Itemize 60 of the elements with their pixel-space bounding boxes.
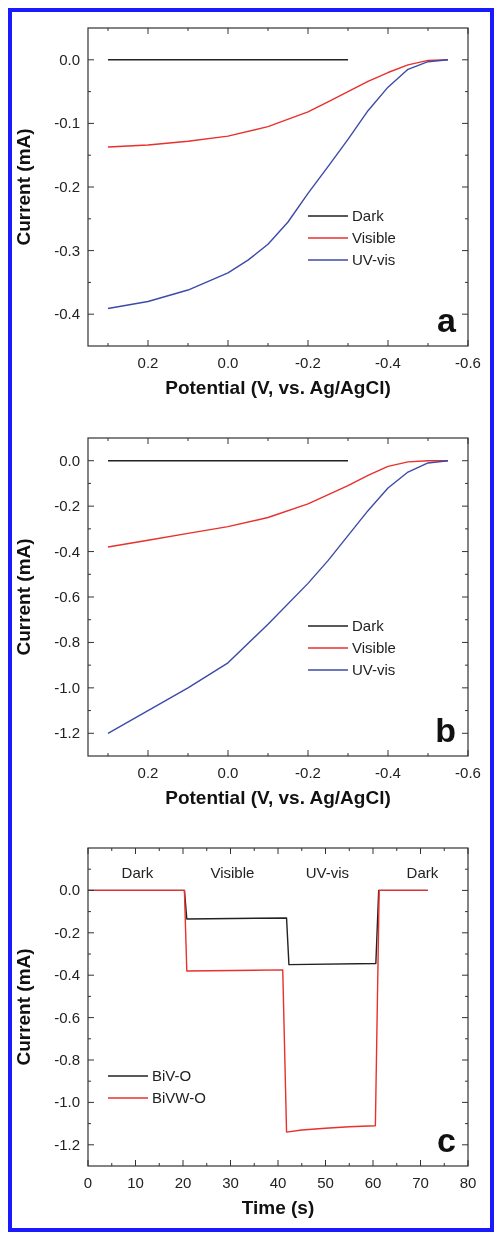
y-tick-label: -1.2 <box>54 1135 80 1153</box>
y-tick-label: -0.2 <box>54 178 80 195</box>
y-tick-label: 0.0 <box>59 50 80 68</box>
y-tick-label: -0.4 <box>54 305 80 323</box>
y-tick-label: 0.0 <box>59 451 80 469</box>
y-axis-title: Current (mA) <box>13 948 34 1066</box>
legend-label: BiVW-O <box>152 1089 206 1106</box>
y-tick-label: -1.2 <box>54 724 80 742</box>
y-tick-label: -1.0 <box>54 678 80 696</box>
x-tick-label: 0.2 <box>137 764 159 781</box>
y-tick-label: -0.2 <box>54 923 80 941</box>
annotation: Visible <box>210 864 255 881</box>
y-tick-label: -0.6 <box>54 1008 80 1026</box>
y-tick-label: -0.1 <box>54 114 80 132</box>
y-tick-label: -0.4 <box>54 542 80 560</box>
x-tick-label: -0.2 <box>295 764 321 781</box>
x-tick-label: 80 <box>459 1174 477 1191</box>
x-tick-label: 50 <box>317 1174 334 1191</box>
x-tick-label: 0.0 <box>217 354 239 371</box>
legend-label: Dark <box>352 617 385 634</box>
y-axis-title: Current (mA) <box>13 538 34 656</box>
x-tick-label: 20 <box>174 1174 192 1191</box>
y-tick-label: -0.8 <box>54 1051 80 1068</box>
x-tick-label: 60 <box>364 1174 382 1191</box>
annotation: b <box>435 711 456 749</box>
legend-label: Dark <box>352 207 385 224</box>
x-tick-label: 10 <box>127 1174 144 1191</box>
y-tick-label: 0.0 <box>59 881 80 899</box>
legend-label: Visible <box>352 639 396 656</box>
x-tick-label: 30 <box>222 1174 239 1191</box>
x-axis-title: Potential (V, vs. Ag/AgCl) <box>165 377 391 398</box>
legend-label: BiV-O <box>152 1067 192 1084</box>
x-tick-label: 0 <box>83 1174 93 1191</box>
x-tick-label: 40 <box>269 1174 287 1191</box>
annotation: UV-vis <box>305 864 350 881</box>
y-tick-label: -0.8 <box>54 633 80 651</box>
annotation: Dark <box>406 864 439 881</box>
line-series <box>107 59 449 310</box>
x-tick-label: 70 <box>412 1174 429 1191</box>
y-tick-label: -0.2 <box>54 497 80 515</box>
annotation: c <box>437 1121 456 1159</box>
y-tick-label: -1.0 <box>54 1093 80 1111</box>
x-axis-title: Time (s) <box>241 1197 315 1218</box>
annotation: a <box>437 301 458 339</box>
y-tick-label: -0.6 <box>54 588 80 605</box>
x-tick-label: 0.2 <box>137 354 159 371</box>
x-axis-title: Potential (V, vs. Ag/AgCl) <box>165 787 391 808</box>
x-tick-label: -0.6 <box>455 354 481 371</box>
x-tick-label: -0.2 <box>295 354 321 371</box>
y-axis-title: Current (mA) <box>13 128 34 246</box>
annotation: Dark <box>121 864 154 881</box>
legend-label: UV-vis <box>352 661 396 678</box>
x-tick-label: 0.0 <box>217 764 239 781</box>
x-tick-label: -0.4 <box>375 764 401 781</box>
y-tick-label: -0.4 <box>54 966 80 984</box>
y-tick-label: -0.3 <box>54 241 80 259</box>
legend-label: Visible <box>352 229 396 246</box>
x-tick-label: -0.6 <box>455 764 481 781</box>
legend-label: UV-vis <box>352 251 396 268</box>
x-tick-label: -0.4 <box>375 354 401 371</box>
